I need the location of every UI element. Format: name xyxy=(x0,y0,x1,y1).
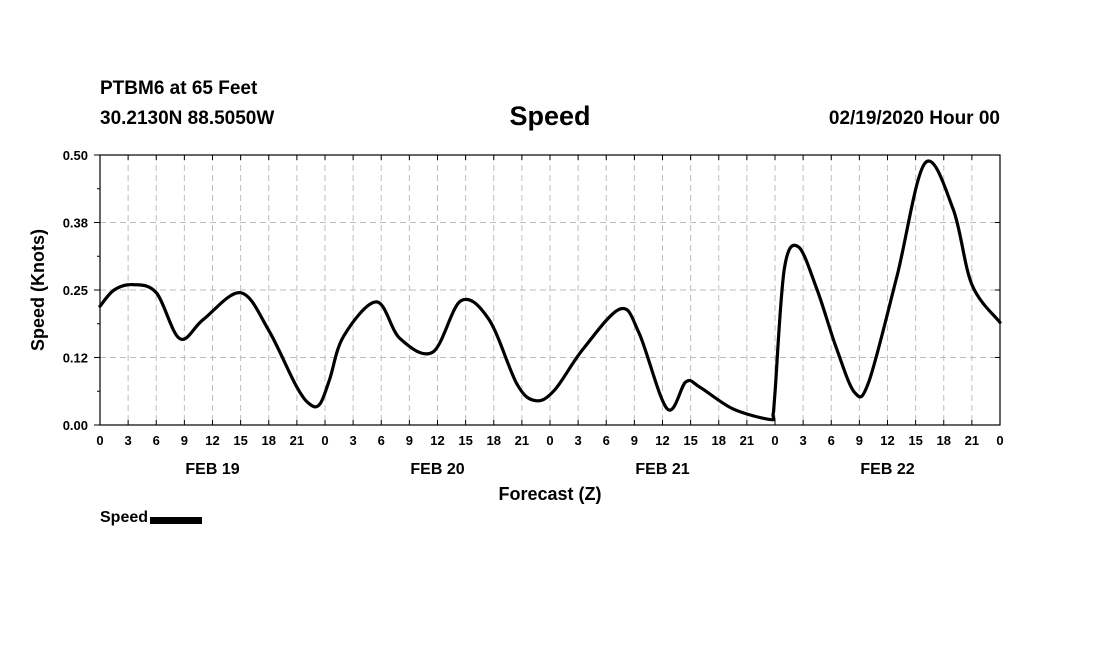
x-tick-label: 18 xyxy=(712,433,726,448)
day-label: FEB 20 xyxy=(410,461,464,478)
speed-series-line xyxy=(98,159,1002,422)
y-tick-label: 0.25 xyxy=(63,283,88,298)
x-tick-label: 6 xyxy=(378,433,385,448)
y-axis-label: Speed (Knots) xyxy=(28,229,48,351)
y-tick-label: 0.38 xyxy=(63,216,88,231)
x-tick-label: 3 xyxy=(350,433,357,448)
x-tick-label: 18 xyxy=(937,433,951,448)
x-tick-label: 21 xyxy=(740,433,754,448)
grid xyxy=(100,155,1000,425)
day-label: FEB 22 xyxy=(860,461,914,478)
x-tick-label: 21 xyxy=(965,433,979,448)
x-axis-label: Forecast (Z) xyxy=(498,484,601,504)
forecast-datetime: 02/19/2020 Hour 00 xyxy=(829,108,1000,129)
x-tick-label: 15 xyxy=(683,433,697,448)
x-tick-label: 6 xyxy=(828,433,835,448)
x-tick-label: 6 xyxy=(603,433,610,448)
x-tick-label: 9 xyxy=(631,433,638,448)
x-tick-label: 15 xyxy=(908,433,922,448)
x-tick-label: 21 xyxy=(290,433,304,448)
day-label: FEB 19 xyxy=(185,461,239,478)
x-tick-label: 21 xyxy=(515,433,529,448)
x-tick-label: 3 xyxy=(125,433,132,448)
legend: Speed xyxy=(100,509,203,527)
x-tick-label: 0 xyxy=(771,433,778,448)
x-tick-label: 9 xyxy=(181,433,188,448)
station-label: PTBM6 at 65 Feet xyxy=(100,78,258,99)
series-layer xyxy=(98,159,1002,422)
x-tick-label: 0 xyxy=(96,433,103,448)
legend-swatch xyxy=(150,516,203,524)
x-tick-labels: 0 3 6 9 12 15 18 21 0 3 6 9 12 15 18 21 0 3 6 9 12 15 18 21 0 3 6 9… xyxy=(96,433,1003,448)
x-tick-label: 15 xyxy=(458,433,472,448)
plot-frame xyxy=(99,154,1001,426)
x-tick-label: 0 xyxy=(996,433,1003,448)
chart-title: Speed xyxy=(509,101,590,131)
x-tick-label: 12 xyxy=(205,433,219,448)
x-tick-label: 6 xyxy=(153,433,160,448)
x-tick-label: 9 xyxy=(856,433,863,448)
x-tick-label: 0 xyxy=(546,433,553,448)
y-tick-label: 0.00 xyxy=(63,418,88,433)
x-tick-label: 18 xyxy=(262,433,276,448)
day-labels: FEB 19 FEB 20 FEB 21 FEB 22 xyxy=(185,461,914,478)
x-tick-label: 3 xyxy=(575,433,582,448)
y-tick-labels: 0.00 0.12 0.25 0.38 0.50 xyxy=(63,148,88,433)
x-tick-label: 12 xyxy=(430,433,444,448)
coordinates-label: 30.2130N 88.5050W xyxy=(100,108,274,129)
y-tick-label: 0.12 xyxy=(63,351,88,366)
y-tick-label: 0.50 xyxy=(63,148,88,163)
x-tick-label: 9 xyxy=(406,433,413,448)
x-tick-label: 0 xyxy=(321,433,328,448)
axis-ticks xyxy=(94,154,1001,426)
day-label: FEB 21 xyxy=(635,461,689,478)
x-tick-label: 12 xyxy=(880,433,894,448)
legend-label: Speed xyxy=(100,509,149,526)
x-tick-label: 15 xyxy=(233,433,247,448)
x-tick-label: 18 xyxy=(487,433,501,448)
x-tick-label: 12 xyxy=(655,433,669,448)
x-tick-label: 3 xyxy=(800,433,807,448)
